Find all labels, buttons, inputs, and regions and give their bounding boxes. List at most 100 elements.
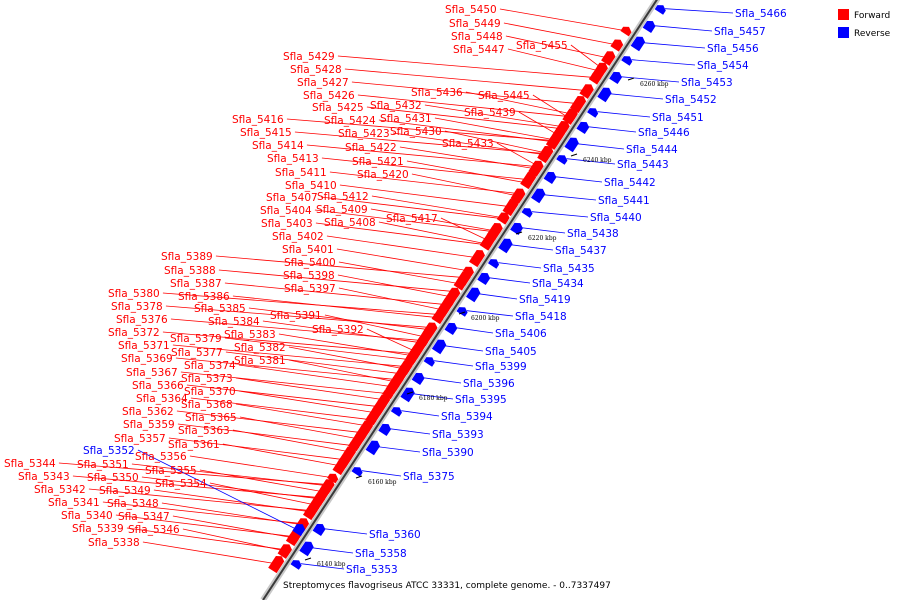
label-connector <box>329 171 516 194</box>
forward-gene-label: Sfla_5382 <box>234 342 286 354</box>
forward-gene-label: Sfla_5379 <box>170 333 222 345</box>
label-connector <box>361 470 402 477</box>
forward-gene-label: Sfla_5417 <box>386 213 438 225</box>
tick-label: 6240 kbp <box>583 157 612 164</box>
reverse-gene-label: Sfla_5441 <box>598 195 650 207</box>
forward-gene-label: Sfla_5421 <box>352 156 404 168</box>
forward-gene-label: Sfla_5376 <box>116 314 168 326</box>
label-connector <box>366 328 413 351</box>
reverse-gene-label: Sfla_5394 <box>441 411 493 423</box>
label-connector <box>222 443 338 466</box>
legend-forward-label: Forward <box>854 11 890 21</box>
forward-gene-label: Sfla_5450 <box>445 4 497 16</box>
label-connector <box>209 482 312 505</box>
forward-gene-glyph <box>414 337 428 350</box>
label-connector <box>466 310 514 317</box>
forward-gene-glyph <box>502 199 519 217</box>
reverse-gene-label: Sfla_5419 <box>519 294 571 306</box>
label-connector <box>378 221 484 244</box>
forward-gene-glyph <box>406 350 420 363</box>
forward-gene-label: Sfla_5378 <box>111 301 163 313</box>
forward-gene-label: Sfla_5392 <box>312 324 364 336</box>
label-connector <box>422 377 462 384</box>
reverse-gene-glyph <box>378 423 391 436</box>
genome-caption: Streptomyces flavogriseus ATCC 33331, co… <box>283 581 611 591</box>
label-connector <box>576 143 625 150</box>
forward-gene-label: Sfla_5428 <box>290 64 342 76</box>
label-connector <box>189 455 330 478</box>
reverse-gene-label: Sfla_5443 <box>617 159 669 171</box>
forward-gene-label: Sfla_5370 <box>184 386 236 398</box>
label-connector <box>326 235 474 258</box>
tick-mark <box>515 231 523 235</box>
reverse-gene-label: Sfla_5405 <box>485 346 537 358</box>
label-connector <box>225 351 398 374</box>
reverse-gene-glyph <box>400 387 415 403</box>
reverse-gene-glyph <box>556 155 568 165</box>
reverse-gene-label: Sfla_5395 <box>455 394 507 406</box>
forward-gene-label: Sfla_5426 <box>303 90 355 102</box>
label-connector <box>532 94 567 117</box>
forward-gene-label: Sfla_5374 <box>184 360 236 372</box>
forward-gene-label: Sfla_5411 <box>275 167 327 179</box>
reverse-gene-glyph <box>312 523 326 536</box>
label-connector <box>344 68 584 91</box>
legend-reverse-label: Reverse <box>854 29 891 39</box>
forward-gene-glyph <box>537 146 554 164</box>
forward-gene-label: Sfla_5356 <box>135 451 187 463</box>
reverse-gene-label: Sfla_5375 <box>403 471 455 483</box>
label-connector <box>503 22 614 45</box>
reverse-gene-glyph <box>531 188 546 204</box>
forward-gene-label: Sfla_5449 <box>449 18 501 30</box>
label-connector <box>510 244 554 251</box>
backbone-line <box>262 0 658 600</box>
forward-gene-label: Sfla_5362 <box>122 406 174 418</box>
label-connector <box>162 331 411 354</box>
reverse-gene-glyph <box>543 171 557 184</box>
forward-gene-label: Sfla_5338 <box>88 537 140 549</box>
reverse-gene-glyph <box>521 208 533 218</box>
forward-gene-glyph <box>548 136 560 147</box>
forward-gene-label: Sfla_5448 <box>451 31 503 43</box>
tick-mark <box>304 557 312 561</box>
forward-gene-label: Sfla_5430 <box>390 126 442 138</box>
reverse-gene-label: Sfla_5454 <box>697 60 749 72</box>
forward-gene-glyph <box>610 39 624 52</box>
forward-gene-glyph <box>382 389 394 400</box>
label-connector <box>324 314 423 337</box>
forward-gene-label: Sfla_5427 <box>297 77 349 89</box>
forward-gene-glyph <box>432 313 444 324</box>
label-connector <box>88 488 308 511</box>
reverse-gene-label: Sfla_5457 <box>714 26 766 38</box>
label-connector <box>434 117 552 140</box>
label-connector <box>165 305 428 328</box>
forward-gene-label: Sfla_5397 <box>284 283 336 295</box>
forward-gene-label: Sfla_5355 <box>145 465 197 477</box>
forward-gene-label: Sfla_5413 <box>267 153 319 165</box>
forward-gene-label: Sfla_5373 <box>181 373 233 385</box>
label-connector <box>587 126 637 133</box>
label-connector <box>262 320 419 343</box>
reverse-gene-glyph <box>510 222 523 235</box>
forward-gene-glyph <box>287 533 299 544</box>
label-connector <box>288 346 402 369</box>
forward-gene-label: Sfla_5344 <box>4 458 56 470</box>
reverse-gene-glyph <box>564 137 579 153</box>
forward-gene-glyph <box>520 178 532 189</box>
forward-gene-label: Sfla_5424 <box>324 115 376 127</box>
forward-gene-label: Sfla_5429 <box>283 51 335 63</box>
reverse-gene-glyph <box>488 259 500 269</box>
label-connector <box>642 42 706 49</box>
legend-reverse-swatch <box>838 27 849 38</box>
label-connector <box>172 344 403 367</box>
reverse-gene-glyph <box>365 440 380 456</box>
label-connectors <box>58 8 734 570</box>
forward-gene-label: Sfla_5401 <box>282 244 334 256</box>
label-connector <box>351 81 575 104</box>
reverse-gene-label: Sfla_5453 <box>681 77 733 89</box>
label-connector <box>337 55 592 78</box>
forward-gene-glyph <box>496 212 510 225</box>
label-connector <box>278 333 410 356</box>
tick-label: 6260 kbp <box>640 81 669 88</box>
